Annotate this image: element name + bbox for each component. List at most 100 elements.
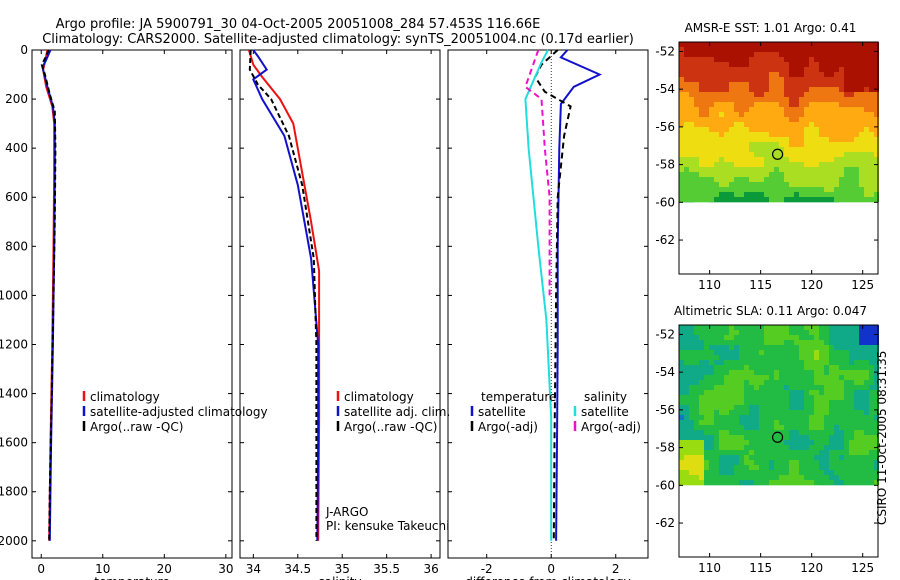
- heatmap-cell: [854, 117, 859, 122]
- heatmap-cell: [714, 465, 719, 470]
- heatmap-cell: [799, 52, 804, 57]
- heatmap-cell: [699, 400, 704, 405]
- heatmap-cell: [864, 92, 869, 97]
- heatmap-cell: [854, 77, 859, 82]
- heatmap-cell: [844, 142, 849, 147]
- heatmap-cell: [874, 147, 879, 152]
- heatmap-cell: [849, 340, 854, 345]
- heatmap-cell: [869, 440, 874, 445]
- heatmap-cell: [719, 365, 724, 370]
- heatmap-cell: [689, 480, 694, 485]
- heatmap-cell: [844, 375, 849, 380]
- heatmap-cell: [869, 67, 874, 72]
- heatmap-cell: [704, 420, 709, 425]
- heatmap-cell: [759, 405, 764, 410]
- heatmap-cell: [844, 425, 849, 430]
- heatmap-cell: [804, 67, 809, 72]
- heatmap-cell: [769, 330, 774, 335]
- heatmap-cell: [789, 82, 794, 87]
- heatmap-cell: [774, 455, 779, 460]
- heatmap-cell: [854, 142, 859, 147]
- heatmap-cell: [684, 450, 689, 455]
- heatmap-cell: [784, 365, 789, 370]
- heatmap-cell: [794, 455, 799, 460]
- heatmap-cell: [824, 480, 829, 485]
- heatmap-cell: [709, 107, 714, 112]
- heatmap-cell: [794, 460, 799, 465]
- heatmap-cell: [689, 445, 694, 450]
- heatmap-cell: [819, 102, 824, 107]
- heatmap-cell: [779, 162, 784, 167]
- heatmap-cell: [754, 430, 759, 435]
- heatmap-cell: [734, 182, 739, 187]
- heatmap-cell: [799, 47, 804, 52]
- heatmap-cell: [809, 77, 814, 82]
- heatmap-cell: [694, 385, 699, 390]
- heatmap-cell: [684, 177, 689, 182]
- heatmap-cell: [839, 67, 844, 72]
- heatmap-cell: [859, 62, 864, 67]
- heatmap-cell: [764, 460, 769, 465]
- heatmap-cell: [694, 435, 699, 440]
- heatmap-cell: [834, 360, 839, 365]
- heatmap-cell: [769, 350, 774, 355]
- heatmap-cell: [719, 87, 724, 92]
- heatmap-cell: [859, 97, 864, 102]
- x-tick-label: -2: [481, 562, 493, 576]
- heatmap-cell: [759, 152, 764, 157]
- heatmap-cell: [684, 350, 689, 355]
- heatmap-cell: [754, 192, 759, 197]
- heatmap-cell: [719, 102, 724, 107]
- heatmap-cell: [749, 77, 754, 82]
- heatmap-cell: [749, 390, 754, 395]
- heatmap-cell: [789, 57, 794, 62]
- heatmap-cell: [864, 405, 869, 410]
- heatmap-cell: [684, 365, 689, 370]
- heatmap-cell: [764, 142, 769, 147]
- heatmap-cell: [759, 470, 764, 475]
- heatmap-cell: [689, 192, 694, 197]
- heatmap-cell: [709, 127, 714, 132]
- heatmap-cell: [689, 385, 694, 390]
- heatmap-cell: [724, 415, 729, 420]
- heatmap-cell: [859, 355, 864, 360]
- heatmap-cell: [849, 92, 854, 97]
- heatmap-cell: [764, 375, 769, 380]
- heatmap-cell: [829, 385, 834, 390]
- heatmap-cell: [864, 62, 869, 67]
- heatmap-cell: [679, 142, 684, 147]
- heatmap-cell: [804, 340, 809, 345]
- heatmap-cell: [794, 197, 799, 202]
- heatmap-cell: [774, 400, 779, 405]
- heatmap-cell: [804, 157, 809, 162]
- heatmap-cell: [759, 87, 764, 92]
- heatmap-cell: [764, 475, 769, 480]
- heatmap-cell: [749, 385, 754, 390]
- heatmap-cell: [764, 380, 769, 385]
- heatmap-cell: [804, 197, 809, 202]
- heatmap-cell: [819, 112, 824, 117]
- heatmap-cell: [839, 132, 844, 137]
- heatmap-cell: [684, 102, 689, 107]
- heatmap-cell: [704, 127, 709, 132]
- heatmap-cell: [789, 420, 794, 425]
- heatmap-cell: [714, 172, 719, 177]
- heatmap-cell: [699, 325, 704, 330]
- heatmap-cell: [784, 425, 789, 430]
- heatmap-cell: [854, 42, 859, 47]
- heatmap-cell: [804, 345, 809, 350]
- heatmap-cell: [684, 157, 689, 162]
- heatmap-cell: [724, 172, 729, 177]
- heatmap-cell: [759, 455, 764, 460]
- heatmap-cell: [824, 167, 829, 172]
- heatmap-cell: [759, 197, 764, 202]
- heatmap-cell: [779, 157, 784, 162]
- heatmap-cell: [839, 42, 844, 47]
- heatmap-cell: [744, 197, 749, 202]
- heatmap-cell: [854, 147, 859, 152]
- heatmap-cell: [724, 460, 729, 465]
- heatmap-cell: [714, 390, 719, 395]
- heatmap-cell: [829, 465, 834, 470]
- heatmap-cell: [859, 405, 864, 410]
- heatmap-cell: [739, 72, 744, 77]
